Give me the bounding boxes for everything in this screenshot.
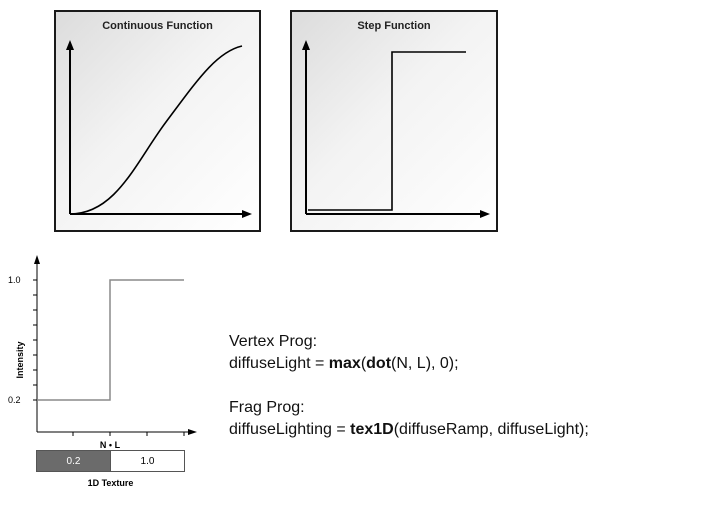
intensity-chart: 1.0 0.2 Intensity N • L (8, 255, 197, 450)
frag-args: (diffuseRamp, diffuseLight); (393, 421, 589, 438)
intensity-x-arrow (188, 429, 197, 435)
fragment-program-line: diffuseLighting = tex1D(diffuseRamp, dif… (229, 419, 589, 441)
texture-strip: 0.2 1.0 (36, 450, 185, 472)
texture-caption: 1D Texture (87, 478, 134, 488)
continuous-curve (69, 45, 243, 215)
continuous-function-title: Continuous Function (102, 20, 213, 32)
continuous-function-plot (66, 40, 252, 218)
step-curve (308, 51, 466, 211)
intensity-step-curve (37, 279, 184, 401)
y-ticks (33, 279, 37, 401)
step-function-plot (302, 40, 490, 218)
intensity-x-label: N • L (100, 440, 121, 450)
y-tick-label-top: 1.0 (8, 275, 21, 285)
y-axis-arrow (302, 40, 310, 50)
step-function-panel: Step Function (290, 10, 498, 232)
texture-cell-dark: 0.2 (37, 451, 110, 471)
vertex-open-paren: ( (360, 355, 367, 372)
texture-cell-light-label: 1.0 (140, 455, 155, 467)
intensity-y-label: Intensity (15, 341, 25, 378)
y-axis-arrow (66, 40, 74, 50)
x-axis-arrow (242, 210, 252, 218)
vertex-program-line: diffuseLight = max(dot(N, L), 0); (229, 353, 459, 375)
vertex-args: (N, L), 0); (391, 355, 459, 372)
vertex-program-header: Vertex Prog: (229, 333, 318, 350)
vertex-lhs: diffuseLight = (229, 355, 329, 372)
vertex-fn-dot: dot (366, 355, 392, 372)
fragment-program-header: Frag Prog: (229, 399, 305, 416)
intensity-y-arrow (34, 255, 40, 264)
x-ticks (72, 432, 185, 436)
vertex-program-block: Vertex Prog: diffuseLight = max(dot(N, L… (229, 331, 459, 375)
texture-cell-light: 1.0 (110, 451, 184, 471)
x-axis-arrow (480, 210, 490, 218)
vertex-fn-max: max (328, 355, 361, 372)
frag-fn-tex1d: tex1D (350, 421, 394, 438)
step-function-title: Step Function (357, 20, 431, 32)
y-tick-label-bottom: 0.2 (8, 395, 21, 405)
continuous-function-panel: Continuous Function (54, 10, 261, 232)
frag-lhs: diffuseLighting = (229, 421, 351, 438)
texture-cell-dark-label: 0.2 (66, 455, 81, 467)
fragment-program-block: Frag Prog: diffuseLighting = tex1D(diffu… (229, 397, 589, 441)
